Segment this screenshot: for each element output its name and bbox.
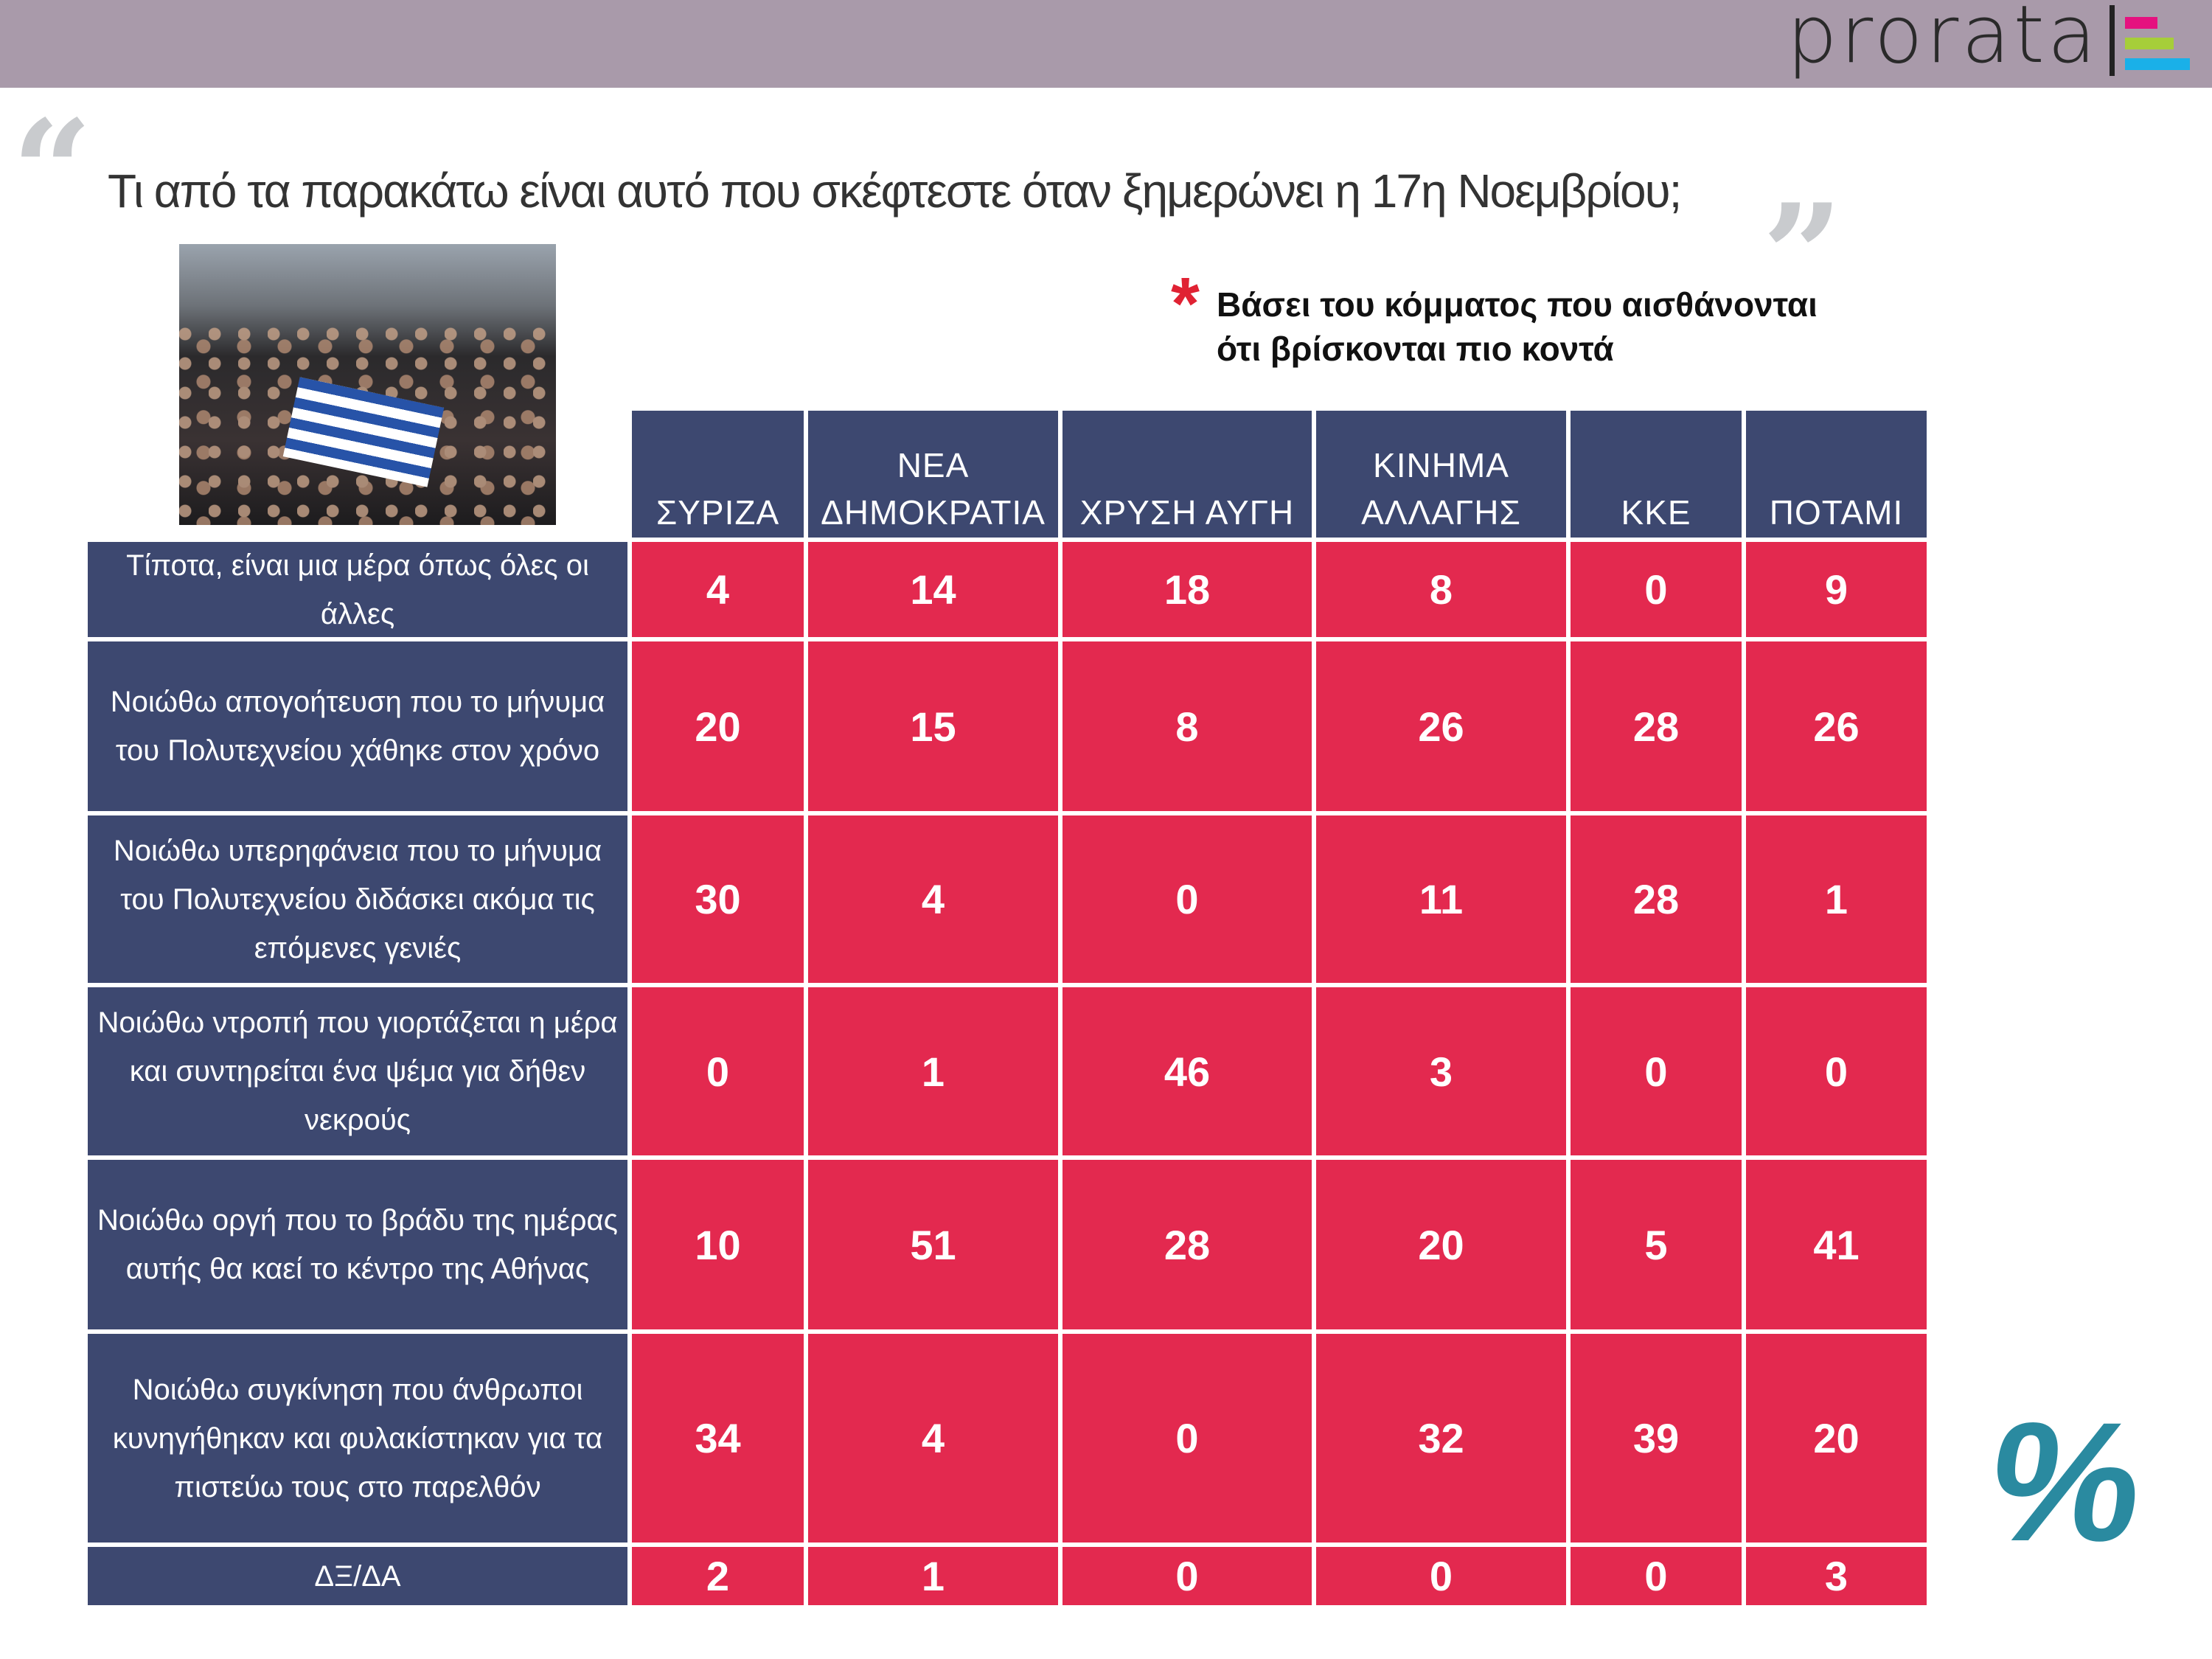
value-cell: 8 <box>1062 641 1312 811</box>
column-header-text: ΧΡΥΣΗ ΑΥΓΗ <box>1080 489 1294 536</box>
value-cell: 28 <box>1571 815 1742 983</box>
value-cell: 0 <box>632 987 804 1155</box>
header-line-2: ΣΥΡΙΖΑ <box>655 493 780 532</box>
header-line-2: ΑΛΛΑΓΗΣ <box>1361 493 1521 532</box>
open-quote-icon: “ <box>12 89 93 254</box>
value-cell: 4 <box>808 1334 1058 1543</box>
value-cell: 1 <box>808 1547 1058 1605</box>
header-line-2: ΠΟΤΑΜΙ <box>1769 493 1904 532</box>
value-cell: 26 <box>1746 641 1927 811</box>
table-corner <box>88 411 627 538</box>
value-cell: 0 <box>1062 1547 1312 1605</box>
row-label: Νοιώθω υπερηφάνεια που το μήνυμα του Πολ… <box>88 815 627 983</box>
value-cell: 0 <box>1062 1334 1312 1543</box>
logo-stripes-icon <box>2125 17 2190 70</box>
value-cell: 20 <box>632 641 804 811</box>
results-table: ΣΥΡΙΖΑ ΝΕΑ ΔΗΜΟΚΡΑΤΙΑ ΧΡΥΣΗ ΑΥΓΗ ΚΙΝΗΜΑ ΑΛΛΑΓ… <box>88 411 1927 1605</box>
column-header: ΧΡΥΣΗ ΑΥΓΗ <box>1062 411 1312 538</box>
row-label: Τίποτα, είναι μια μέρα όπως όλες οι άλλε… <box>88 542 627 637</box>
value-cell: 14 <box>808 542 1058 637</box>
value-cell: 30 <box>632 815 804 983</box>
column-header-text: ΚΚΕ <box>1621 489 1691 536</box>
column-header: ΚΚΕ <box>1571 411 1742 538</box>
value-cell: 0 <box>1571 1547 1742 1605</box>
value-cell: 2 <box>632 1547 804 1605</box>
prorata-logo: prorata <box>1787 0 2190 81</box>
protest-photo <box>179 244 556 525</box>
logo-text: prorata <box>1787 0 2099 81</box>
note-line-2: ότι βρίσκονται πιο κοντά <box>1217 330 1614 368</box>
value-cell: 20 <box>1746 1334 1927 1543</box>
value-cell: 34 <box>632 1334 804 1543</box>
value-cell: 26 <box>1316 641 1566 811</box>
value-cell: 1 <box>1746 815 1927 983</box>
column-header: ΚΙΝΗΜΑ ΑΛΛΑΓΗΣ <box>1316 411 1566 538</box>
value-cell: 28 <box>1571 641 1742 811</box>
value-cell: 0 <box>1746 987 1927 1155</box>
value-cell: 5 <box>1571 1160 1742 1329</box>
value-cell: 4 <box>808 815 1058 983</box>
row-label: ΔΞ/ΔΑ <box>88 1547 627 1605</box>
header-line-1: ΚΙΝΗΜΑ <box>1373 446 1509 484</box>
column-header-text: ΣΥΡΙΖΑ <box>656 489 779 536</box>
value-cell: 3 <box>1316 987 1566 1155</box>
column-header-text: ΠΟΤΑΜΙ <box>1770 489 1903 536</box>
value-cell: 51 <box>808 1160 1058 1329</box>
row-label: Νοιώθω συγκίνηση που άνθρωποι κυνηγήθηκα… <box>88 1334 627 1543</box>
value-cell: 28 <box>1062 1160 1312 1329</box>
column-header: ΠΟΤΑΜΙ <box>1746 411 1927 538</box>
percent-icon: % <box>1978 1387 2155 1576</box>
value-cell: 3 <box>1746 1547 1927 1605</box>
column-header: ΝΕΑ ΔΗΜΟΚΡΑΤΙΑ <box>808 411 1058 538</box>
column-header-text: ΚΙΝΗΜΑ ΑΛΛΑΓΗΣ <box>1361 442 1521 536</box>
value-cell: 39 <box>1571 1334 1742 1543</box>
value-cell: 11 <box>1316 815 1566 983</box>
column-header-text: ΝΕΑ ΔΗΜΟΚΡΑΤΙΑ <box>821 442 1046 536</box>
close-quote-icon: ” <box>1762 173 1843 338</box>
note-line-1: Βάσει του κόμματος που αισθάνονται <box>1217 285 1818 324</box>
value-cell: 10 <box>632 1160 804 1329</box>
value-cell: 20 <box>1316 1160 1566 1329</box>
value-cell: 0 <box>1316 1547 1566 1605</box>
value-cell: 8 <box>1316 542 1566 637</box>
value-cell: 9 <box>1746 542 1927 637</box>
header-line-2: ΔΗΜΟΚΡΑΤΙΑ <box>821 493 1046 532</box>
value-cell: 4 <box>632 542 804 637</box>
value-cell: 0 <box>1062 815 1312 983</box>
value-cell: 18 <box>1062 542 1312 637</box>
asterisk-icon: * <box>1171 262 1200 345</box>
row-label: Νοιώθω οργή που το βράδυ της ημέρας αυτή… <box>88 1160 627 1329</box>
value-cell: 32 <box>1316 1334 1566 1543</box>
column-header: ΣΥΡΙΖΑ <box>632 411 804 538</box>
value-cell: 0 <box>1571 987 1742 1155</box>
value-cell: 0 <box>1571 542 1742 637</box>
header-bar: prorata <box>0 0 2212 88</box>
logo-divider <box>2110 5 2115 76</box>
value-cell: 15 <box>808 641 1058 811</box>
value-cell: 1 <box>808 987 1058 1155</box>
question-title: Τι από τα παρακάτω είναι αυτό που σκέφτε… <box>108 164 1682 218</box>
header-line-2: ΚΚΕ <box>1621 493 1691 532</box>
header-line-1: ΝΕΑ <box>897 446 970 484</box>
row-label: Νοιώθω απογοήτευση που το μήνυμα του Πολ… <box>88 641 627 811</box>
value-cell: 46 <box>1062 987 1312 1155</box>
header-line-2: ΧΡΥΣΗ ΑΥΓΗ <box>1079 493 1295 532</box>
row-label: Νοιώθω ντροπή που γιορτάζεται η μέρα και… <box>88 987 627 1155</box>
value-cell: 41 <box>1746 1160 1927 1329</box>
